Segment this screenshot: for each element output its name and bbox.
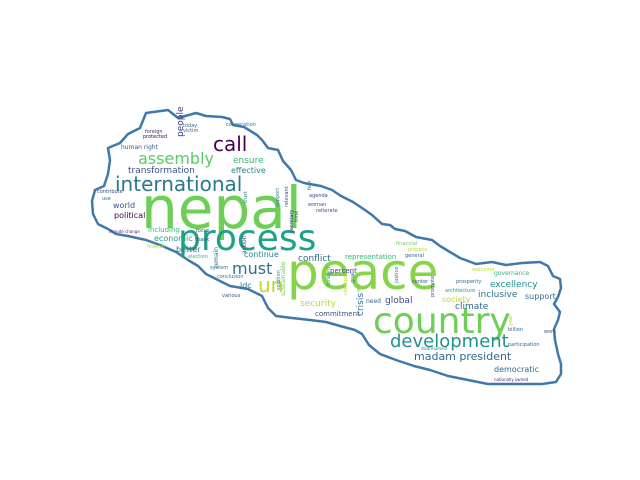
cloud-word: democratic [494, 365, 539, 374]
cloud-word: prosperity [456, 279, 481, 285]
cloud-word: today [183, 123, 197, 129]
cloud-word: human right [121, 144, 159, 151]
cloud-word: excellency [490, 280, 538, 290]
cloud-word: madam president [414, 350, 512, 363]
cloud-word: governance [494, 270, 530, 277]
cloud-word: architecture [445, 288, 475, 294]
cloud-word: support [525, 292, 556, 301]
cloud-word: woman [308, 202, 326, 208]
cloud-word: security [300, 299, 337, 309]
cloud-word: effective [231, 166, 266, 175]
cloud-word: time [294, 211, 300, 222]
cloud-word: use [102, 196, 111, 202]
cloud-word: country [373, 301, 511, 342]
cloud-word: disarmament [421, 346, 448, 351]
cloud-word: economic [154, 234, 193, 243]
cloud-word: justice [394, 267, 400, 284]
cloud-word: development [390, 331, 509, 352]
cloud-word: continue [244, 250, 279, 259]
cloud-word: contribute [97, 189, 123, 195]
cloud-word: center [412, 279, 429, 285]
cloud-word: process [408, 247, 428, 253]
cloud-word: general [405, 253, 424, 259]
cloud-word: foreign [145, 129, 163, 135]
cloud-word: transformation [128, 166, 195, 176]
cloud-word: secretary [289, 209, 295, 233]
cloud-word: protected [143, 134, 167, 140]
cloud-word: commitment [315, 310, 360, 318]
cloud-word: year [508, 314, 514, 326]
cloud-word: thank [195, 237, 209, 243]
cloud-word: sustainable [280, 261, 287, 296]
cloud-word: conclusion [217, 274, 244, 280]
cloud-word: process [178, 218, 316, 259]
cloud-word: climate [455, 302, 489, 312]
cloud-word: society [442, 295, 471, 304]
cloud-word: support [275, 188, 281, 207]
cloud-word: cooperation [226, 122, 256, 128]
cloud-word: promote [430, 276, 436, 297]
cloud-word: crisis [356, 293, 366, 316]
cloud-word: financial [396, 241, 417, 247]
cloud-word: welcome [472, 267, 494, 273]
cloud-word: trust [243, 191, 249, 203]
nepal-map-outline [90, 108, 563, 386]
cloud-word: goal [350, 272, 356, 283]
cloud-word: percent [330, 267, 357, 275]
cloud-word: participation [508, 342, 540, 348]
cloud-word: solution [276, 270, 282, 290]
cloud-word: representation [345, 253, 396, 261]
cloud-word: forward [326, 267, 332, 286]
cloud-word: un [258, 273, 283, 297]
cloud-word: conflict [298, 254, 331, 264]
cloud-word: climate change [109, 229, 140, 234]
cloud-word: remain [213, 247, 220, 268]
cloud-word: system [210, 265, 228, 271]
cloud-word: work [544, 329, 556, 335]
cloud-word: will [356, 284, 362, 292]
cloud-word: call [213, 132, 247, 156]
cloud-word: assembly [138, 149, 214, 168]
cloud-word: conduct [343, 275, 349, 295]
cloud-word: inclusive [478, 290, 518, 300]
cloud-word: agenda [309, 193, 328, 199]
cloud-word: political [114, 211, 145, 220]
cloud-word: relevant [284, 186, 290, 207]
cloud-word: better [176, 245, 201, 254]
cloud-word: victim [183, 128, 198, 134]
cloud-word: including [148, 226, 180, 234]
cloud-word: must [232, 259, 272, 278]
cloud-word: world [113, 201, 135, 210]
cloud-word: people [176, 106, 186, 137]
cloud-word: action [241, 235, 248, 254]
cloud-word: nationally owned [494, 377, 529, 382]
cloud-word: ldc [240, 281, 252, 290]
cloud-word: federal [147, 244, 165, 250]
cloud-word: global [385, 296, 412, 306]
cloud-word: need [366, 298, 381, 305]
cloud-word: election [188, 254, 208, 260]
cloud-word: international [115, 172, 242, 196]
cloud-word: nepal [141, 174, 302, 242]
cloud-word: various [222, 293, 241, 299]
cloud-word: reiterate [316, 208, 338, 214]
cloud-word: billion [508, 327, 523, 333]
cloud-word: peace [287, 243, 438, 301]
cloud-word: focus [196, 228, 210, 234]
cloud-word: fear [307, 179, 313, 190]
cloud-word: ensure [233, 156, 264, 166]
